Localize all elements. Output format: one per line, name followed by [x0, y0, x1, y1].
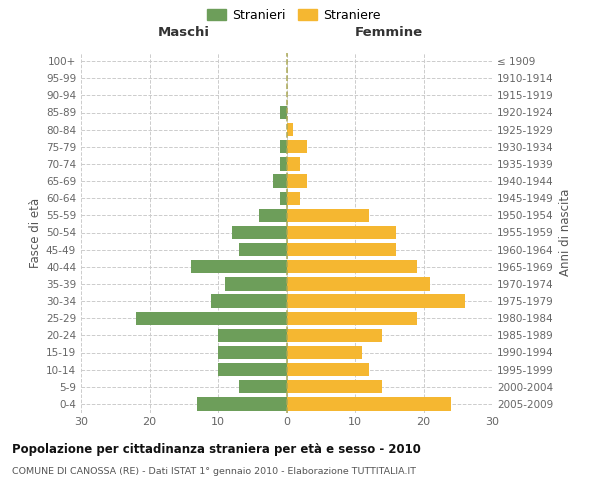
Bar [273, 174, 287, 188]
Legend: Stranieri, Straniere: Stranieri, Straniere [207, 8, 381, 22]
Bar [287, 208, 369, 222]
Bar [287, 363, 369, 376]
Y-axis label: Fasce di età: Fasce di età [29, 198, 42, 268]
Bar [197, 397, 287, 410]
Bar [191, 260, 287, 274]
Bar [239, 243, 287, 256]
Bar [259, 208, 287, 222]
Bar [218, 328, 287, 342]
Bar [225, 277, 287, 290]
Y-axis label: Anni di nascita: Anni di nascita [559, 189, 572, 276]
Text: Femmine: Femmine [355, 26, 424, 39]
Bar [287, 380, 382, 394]
Bar [287, 192, 300, 205]
Bar [287, 397, 451, 410]
Bar [287, 123, 293, 136]
Bar [287, 277, 430, 290]
Bar [287, 260, 416, 274]
Bar [280, 157, 287, 170]
Bar [287, 243, 396, 256]
Bar [136, 312, 287, 325]
Bar [218, 363, 287, 376]
Bar [280, 140, 287, 153]
Text: Maschi: Maschi [158, 26, 210, 39]
Bar [287, 346, 362, 359]
Bar [287, 174, 307, 188]
Bar [287, 226, 396, 239]
Bar [218, 346, 287, 359]
Text: COMUNE DI CANOSSA (RE) - Dati ISTAT 1° gennaio 2010 - Elaborazione TUTTITALIA.IT: COMUNE DI CANOSSA (RE) - Dati ISTAT 1° g… [12, 468, 416, 476]
Bar [280, 192, 287, 205]
Bar [287, 140, 307, 153]
Text: Popolazione per cittadinanza straniera per età e sesso - 2010: Popolazione per cittadinanza straniera p… [12, 442, 421, 456]
Bar [280, 106, 287, 119]
Bar [287, 312, 416, 325]
Bar [287, 294, 464, 308]
Bar [239, 380, 287, 394]
Bar [232, 226, 287, 239]
Bar [287, 328, 382, 342]
Bar [211, 294, 287, 308]
Bar [287, 157, 300, 170]
